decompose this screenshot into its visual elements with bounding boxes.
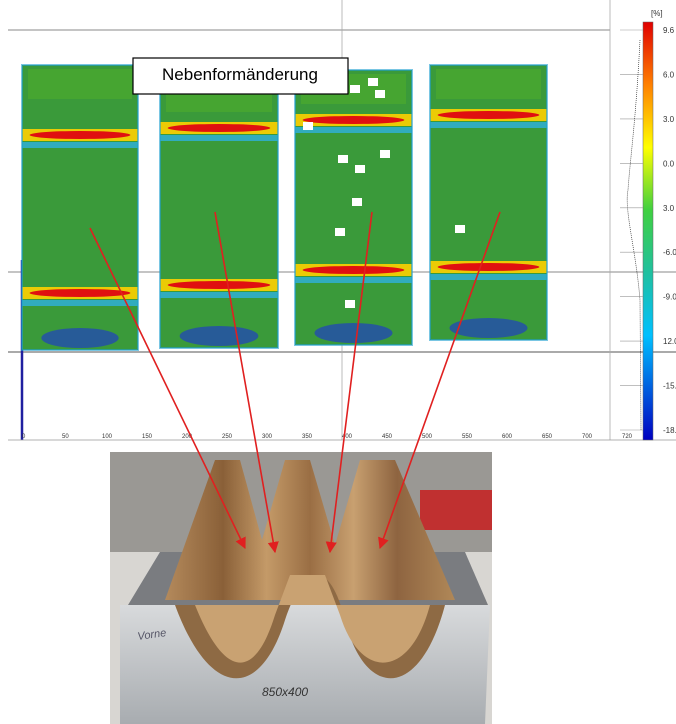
colorbar-label: 12.0 [663, 337, 676, 346]
x-tick-label: 150 [142, 434, 153, 440]
x-tick-label: 500 [422, 434, 433, 440]
photo-text: 850x400 [262, 685, 308, 699]
data-gap [375, 90, 385, 98]
data-gap [368, 78, 378, 86]
strain-strip [22, 65, 138, 350]
colorbar-label: 3.0 [663, 204, 675, 213]
colorbar-label: 0.0 [663, 159, 675, 168]
colorbar [643, 22, 653, 440]
x-tick-label: 450 [382, 434, 393, 440]
data-gap [352, 198, 362, 206]
colorbar-label: -15.0 [663, 382, 676, 391]
x-tick-label: 100 [102, 434, 113, 440]
strain-peak [438, 263, 540, 271]
strain-zone [28, 69, 132, 99]
strain-peak [303, 116, 405, 124]
strain-peak [303, 266, 405, 274]
x-tick-label: 300 [262, 434, 273, 440]
data-gap [455, 225, 465, 233]
label: Nebenformänderung [162, 65, 318, 84]
data-gap [380, 150, 390, 158]
histogram-curve [627, 40, 641, 430]
x-tick-label: 650 [542, 434, 553, 440]
strain-peak [168, 124, 271, 132]
data-gap [355, 165, 365, 173]
strain-zone [436, 69, 541, 99]
strain-low [180, 326, 259, 346]
colorbar-label: -9.0 [663, 293, 676, 302]
colorbar-label: 6.0 [663, 70, 675, 79]
strain-peak [438, 111, 540, 119]
colorbar-label: 9.6 [663, 26, 675, 35]
photo [110, 452, 492, 724]
data-gap [345, 300, 355, 308]
x-tick-label: 250 [222, 434, 233, 440]
x-tick-label: 720 [622, 434, 633, 440]
strain-low [41, 328, 118, 348]
data-gap [303, 122, 313, 130]
strain-strip [430, 65, 547, 340]
strain-band [430, 274, 547, 280]
strain-band [160, 135, 278, 141]
strain-peak [30, 131, 131, 139]
strain-peak [168, 281, 271, 289]
x-tick-label: 550 [462, 434, 473, 440]
x-tick-label: 600 [502, 434, 513, 440]
x-tick-label: 350 [302, 434, 313, 440]
strain-band [295, 277, 412, 283]
figure: Nebenformänderung Vorne 850x400 05010015… [0, 0, 676, 724]
strain-band [22, 300, 138, 306]
strain-band [160, 292, 278, 298]
colorbar-label: 3.0 [663, 115, 675, 124]
colorbar-label: -18.6 [663, 426, 676, 435]
colorbar-unit: [%] [651, 9, 663, 18]
x-tick-label: 0 [22, 434, 26, 440]
colorbar-label: -6.0 [663, 248, 676, 257]
x-tick-label: 50 [62, 434, 69, 440]
strain-low [315, 323, 393, 343]
data-gap [350, 85, 360, 93]
x-tick-label: 700 [582, 434, 593, 440]
data-gap [335, 228, 345, 236]
strain-band [430, 122, 547, 128]
strain-strip [160, 78, 278, 348]
strain-peak [30, 289, 131, 297]
strain-band [22, 142, 138, 148]
data-gap [338, 155, 348, 163]
